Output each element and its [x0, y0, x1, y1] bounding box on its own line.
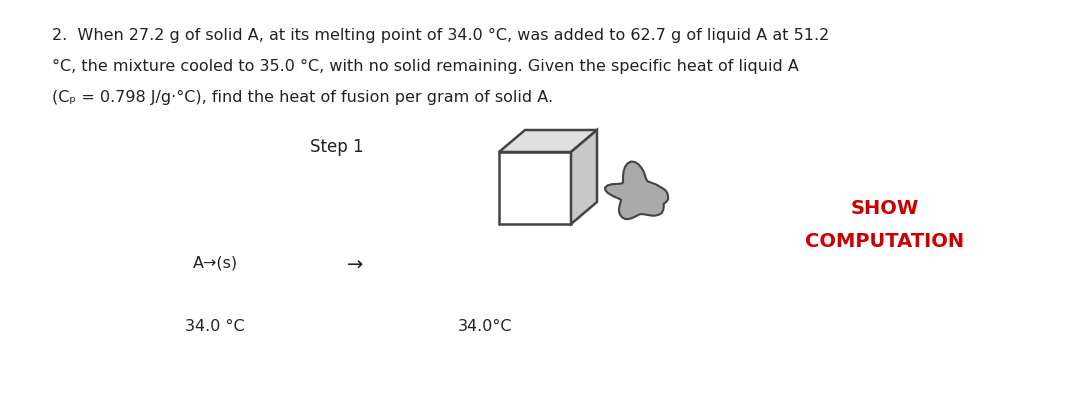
Text: (Cₚ = 0.798 J/g·°C), find the heat of fusion per gram of solid A.: (Cₚ = 0.798 J/g·°C), find the heat of fu… [52, 90, 553, 105]
Text: A→(s): A→(s) [192, 255, 237, 271]
Text: COMPUTATION: COMPUTATION [806, 231, 964, 250]
Polygon shape [499, 131, 597, 153]
Text: Step 1: Step 1 [310, 138, 364, 156]
Bar [499, 153, 571, 224]
Polygon shape [605, 162, 668, 220]
Text: →: → [347, 255, 363, 274]
Text: °C, the mixture cooled to 35.0 °C, with no solid remaining. Given the specific h: °C, the mixture cooled to 35.0 °C, with … [52, 59, 799, 74]
Text: 34.0°C: 34.0°C [458, 318, 512, 333]
Polygon shape [571, 131, 597, 224]
Text: 2.  When 27.2 g of solid A, at its melting point of 34.0 °C, was added to 62.7 g: 2. When 27.2 g of solid A, at its meltin… [52, 28, 829, 43]
Text: 34.0 °C: 34.0 °C [185, 318, 245, 333]
Text: SHOW: SHOW [851, 199, 919, 218]
